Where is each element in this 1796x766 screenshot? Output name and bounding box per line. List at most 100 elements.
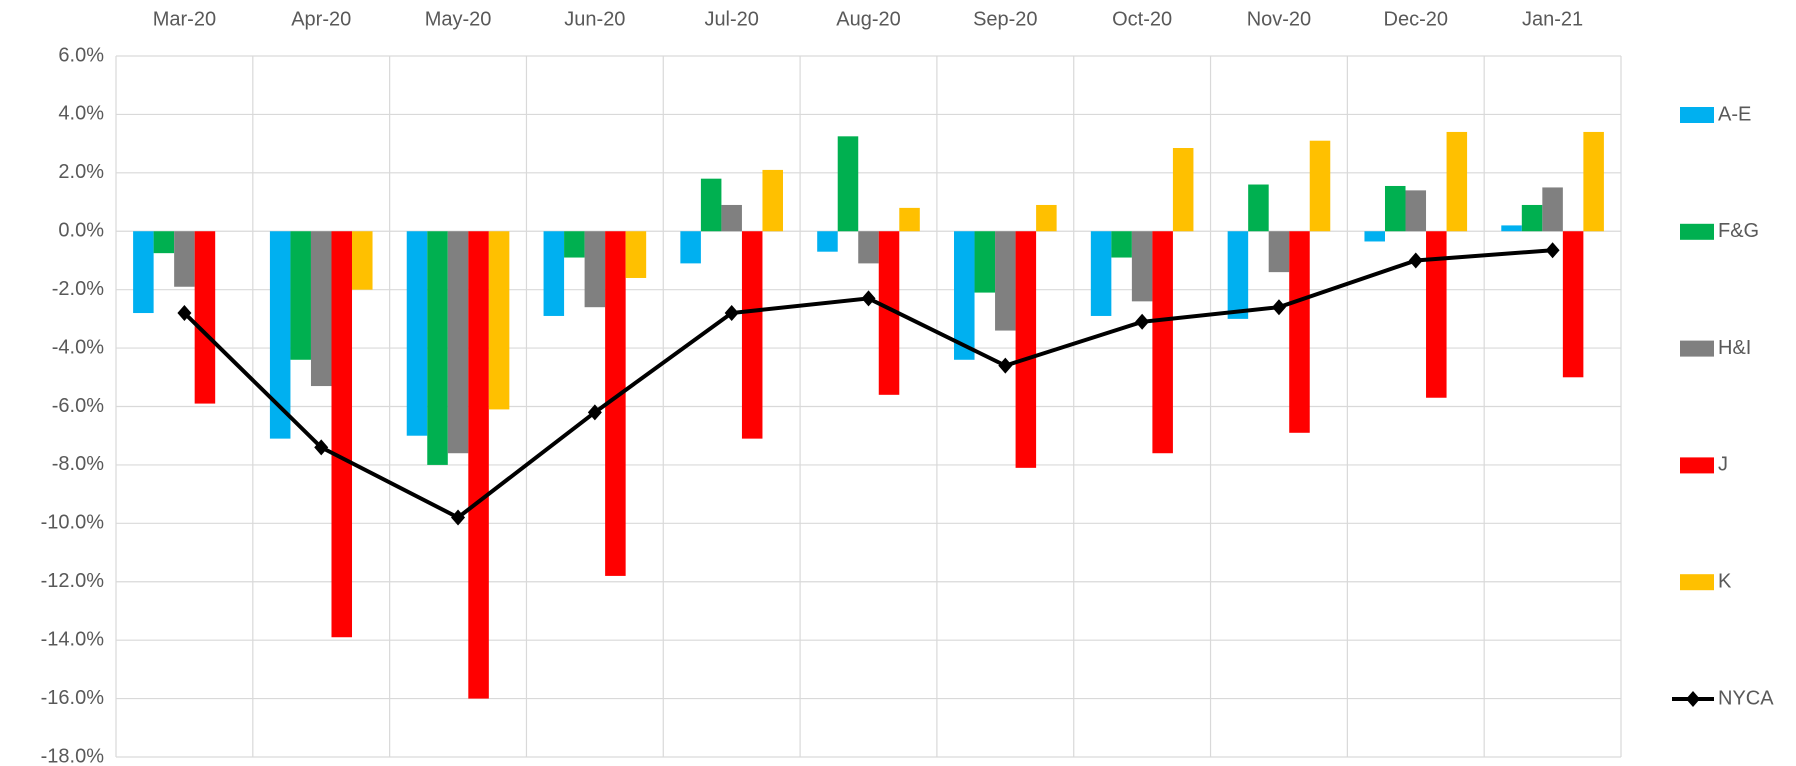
bar [700,178,722,232]
bar [488,231,510,410]
line-marker [314,439,329,456]
line-marker [1271,299,1286,316]
x-tick-label: Nov-20 [1247,8,1311,30]
bar [605,231,626,576]
bar [762,169,783,232]
y-tick-label: 0.0% [58,220,104,242]
bar [1583,131,1604,232]
y-tick-label: -2.0% [52,278,104,300]
line-marker [1408,252,1423,269]
x-tick-label: Dec-20 [1384,8,1448,30]
bar [1111,231,1132,258]
bar [194,231,216,404]
bar [1289,231,1310,433]
x-tick-label: May-20 [425,8,492,30]
x-tick-label: Oct-20 [1112,8,1172,30]
x-tick-label: Mar-20 [153,8,216,30]
bar [352,231,373,290]
bar [310,231,332,387]
bar [995,231,1016,331]
bar [1446,131,1468,232]
line-marker [451,509,466,526]
bar [1090,231,1112,316]
y-tick-label: -12.0% [41,570,105,592]
y-tick-label: -8.0% [52,453,104,475]
bar [858,231,879,264]
bar [1405,190,1427,232]
bar [1268,231,1290,273]
bar [331,231,353,638]
bar [974,231,996,293]
bar [954,231,975,360]
bar [680,231,701,264]
bar [1036,204,1057,232]
bar [837,136,859,232]
legend-label: F&G [1718,220,1759,242]
y-tick-label: -18.0% [41,745,105,766]
bar [543,231,565,316]
bar [625,231,647,278]
legend-swatch [1680,340,1714,357]
bar [1521,204,1543,232]
y-tick-label: 4.0% [58,103,104,125]
legend-label: H&I [1718,337,1751,359]
bar [741,231,763,439]
bar [1364,231,1385,242]
bar [153,231,175,254]
legend-label: NYCA [1718,687,1774,709]
y-tick-label: -16.0% [41,687,105,709]
x-tick-label: Sep-20 [973,8,1038,30]
bar [1248,184,1269,232]
bar [817,231,838,252]
bar [1131,231,1153,302]
x-tick-label: Aug-20 [836,8,901,30]
x-tick-label: Jun-20 [564,8,625,30]
line-marker [1545,242,1560,259]
bar [1384,185,1406,232]
bar [468,231,489,699]
legend-swatch [1680,457,1714,474]
bar [1501,225,1522,232]
bar [1172,148,1194,232]
bar [290,231,311,360]
bar [878,231,900,395]
bar [1152,231,1173,454]
legend-label: J [1718,454,1728,476]
line-marker [724,305,739,322]
y-tick-label: -14.0% [41,628,105,650]
bar [1015,231,1037,468]
bar [133,231,154,314]
bar [584,231,606,308]
legend-swatch [1680,107,1714,123]
line-marker [861,290,876,307]
legend-swatch [1680,223,1714,240]
bar [406,231,428,436]
bar [564,231,585,258]
bar [1426,231,1447,398]
bar [721,204,742,232]
legend-label: A-E [1718,103,1751,125]
bar [1227,231,1249,319]
y-tick-label: 6.0% [58,44,104,66]
legend-label: K [1718,570,1732,592]
line-marker [177,305,192,322]
bar [1542,187,1563,232]
bar [447,231,469,454]
x-tick-label: Apr-20 [291,8,351,30]
line-marker [1135,313,1150,330]
y-tick-label: -4.0% [52,336,104,358]
line-marker [587,404,602,421]
legend-marker [1686,691,1700,707]
y-tick-label: 2.0% [58,161,104,183]
bar [269,231,291,439]
bar [1309,140,1331,232]
bar [899,207,920,232]
line-marker [998,357,1013,374]
legend-swatch [1680,574,1714,591]
bar [1562,231,1584,378]
bar [174,231,195,287]
bar [427,231,448,465]
x-tick-label: Jan-21 [1522,8,1583,30]
y-tick-label: -6.0% [52,395,104,417]
